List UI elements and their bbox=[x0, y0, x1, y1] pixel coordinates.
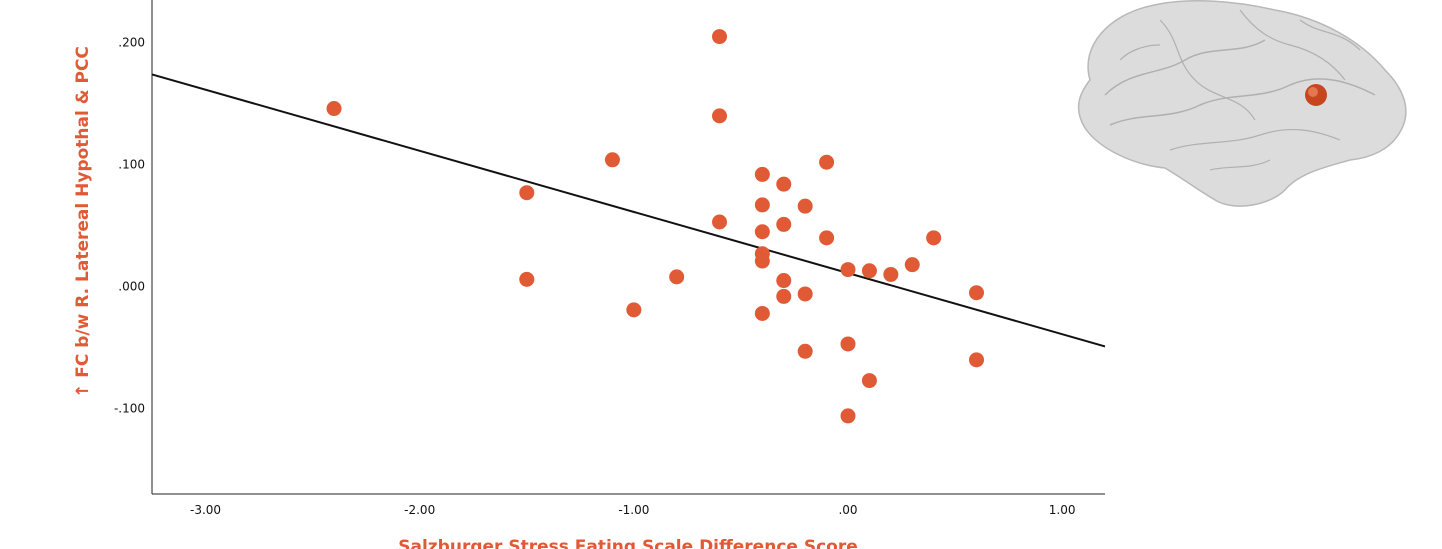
data-point bbox=[754, 197, 770, 213]
y-tick-label: .000 bbox=[118, 280, 145, 294]
data-point bbox=[883, 266, 899, 282]
data-point bbox=[604, 152, 620, 168]
data-point bbox=[519, 185, 535, 201]
y-tick-label: -.100 bbox=[114, 402, 145, 416]
data-point bbox=[861, 373, 877, 389]
data-point bbox=[712, 214, 728, 230]
data-point bbox=[626, 302, 642, 318]
data-point bbox=[969, 285, 985, 301]
y-axis-title: ↑ FC b/w R. Latereal Hypothal & PCC bbox=[73, 46, 93, 398]
data-point bbox=[669, 269, 685, 285]
data-point bbox=[776, 288, 792, 304]
x-tick-label: -1.00 bbox=[618, 503, 649, 517]
x-tick-label: -3.00 bbox=[190, 503, 221, 517]
data-point bbox=[840, 408, 856, 424]
x-tick-label: .00 bbox=[838, 503, 857, 517]
data-point bbox=[797, 343, 813, 359]
data-point bbox=[776, 273, 792, 289]
data-point bbox=[969, 352, 985, 368]
regression-line bbox=[151, 73, 1106, 348]
y-tick-label: .100 bbox=[118, 158, 145, 172]
data-point bbox=[840, 336, 856, 352]
data-point bbox=[861, 263, 877, 279]
data-point bbox=[797, 198, 813, 214]
data-points bbox=[326, 29, 985, 424]
data-point bbox=[712, 108, 728, 124]
data-point bbox=[754, 166, 770, 182]
data-point bbox=[819, 230, 835, 246]
data-point bbox=[776, 176, 792, 192]
x-tick-label: -2.00 bbox=[404, 503, 435, 517]
data-point bbox=[754, 224, 770, 240]
regression-line-group bbox=[151, 73, 1106, 348]
data-point bbox=[797, 286, 813, 302]
x-axis-ticks: -3.00 -2.00 -1.00 .00 1.00 bbox=[190, 503, 1076, 517]
data-point bbox=[326, 101, 342, 117]
data-point bbox=[712, 29, 728, 45]
x-tick-label: 1.00 bbox=[1049, 503, 1076, 517]
brain-lateral-view-icon bbox=[1077, 0, 1407, 207]
data-point bbox=[840, 262, 856, 278]
data-point bbox=[926, 230, 942, 246]
data-point bbox=[819, 154, 835, 170]
data-point bbox=[754, 253, 770, 269]
y-tick-label: .200 bbox=[118, 36, 145, 50]
data-point bbox=[904, 257, 920, 273]
data-point bbox=[519, 271, 535, 287]
data-point bbox=[776, 216, 792, 232]
data-point bbox=[754, 305, 770, 321]
y-axis-ticks: -.100 .000 .100 .200 bbox=[114, 36, 145, 416]
x-axis-title: Salzburger Stress Eating Scale Differenc… bbox=[398, 537, 858, 549]
